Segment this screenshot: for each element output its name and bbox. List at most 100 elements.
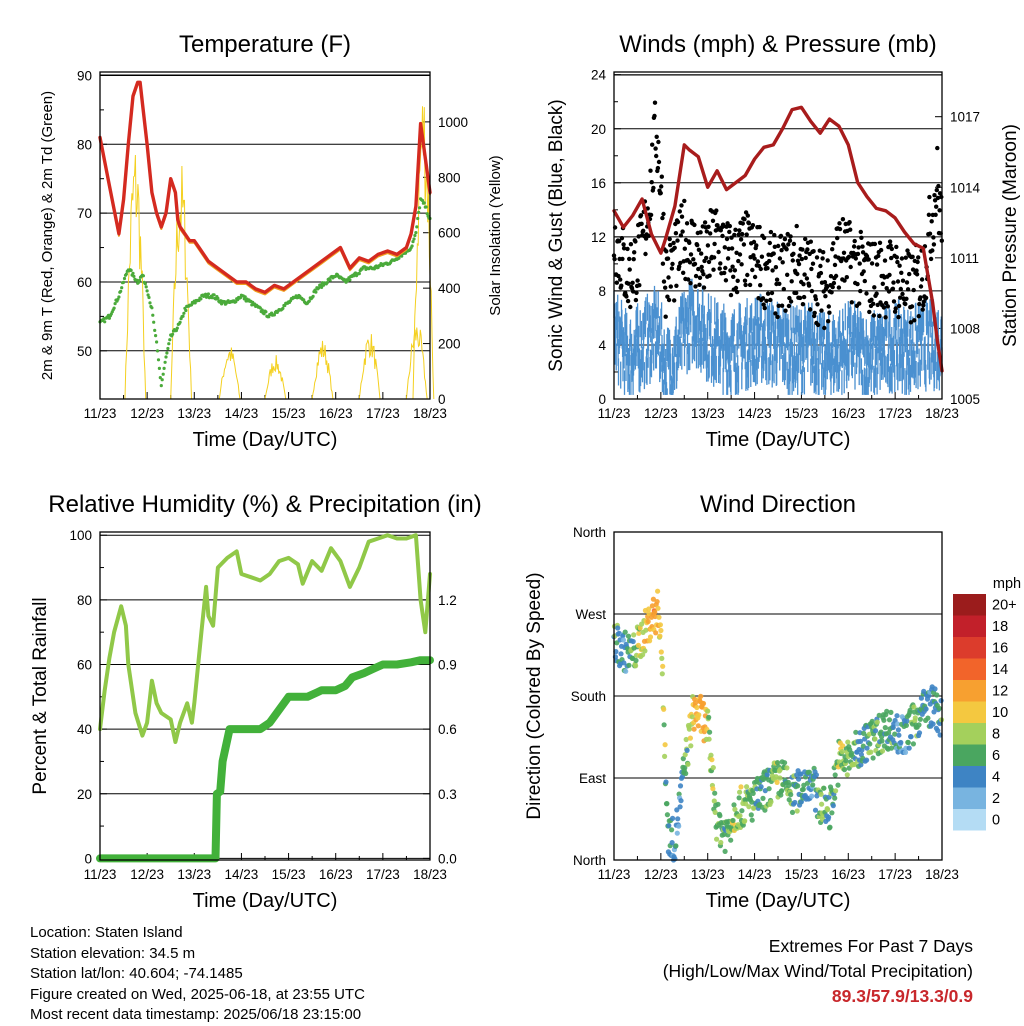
colorbar-title: mph: [993, 576, 1021, 592]
direction-point: [633, 663, 639, 669]
gust-point: [682, 246, 687, 251]
dewpoint-point: [216, 296, 220, 300]
dewpoint-point: [122, 280, 126, 284]
gust-point: [852, 238, 857, 244]
direction-point: [647, 634, 654, 640]
gust-point: [728, 268, 733, 273]
direction-point: [676, 823, 682, 829]
gust-point: [888, 243, 893, 248]
gust-point: [666, 297, 672, 303]
panel-title: Relative Humidity (%) & Precipitation (i…: [48, 491, 481, 518]
colorbar-label: 10: [992, 705, 1008, 721]
gust-point: [881, 305, 887, 310]
gust-point: [844, 275, 849, 280]
direction-point: [888, 745, 895, 751]
colorbar-label: 16: [992, 641, 1008, 657]
solar-peak: [264, 355, 287, 400]
colorbar-swatch: [953, 658, 986, 680]
gust-point: [826, 304, 831, 309]
gust-point: [778, 233, 784, 239]
colorbar-label: 0: [992, 813, 1000, 829]
gust-point: [616, 239, 622, 244]
plot-panel-temperature: Temperature (F) 11/23 12/23 13/23 14/23 15/23…: [39, 31, 504, 451]
gust-point: [734, 289, 740, 295]
gust-point: [737, 228, 742, 233]
gust-point: [882, 258, 888, 263]
direction-point: [662, 753, 668, 760]
gust-point: [833, 273, 839, 279]
gust-point: [877, 313, 882, 319]
gust-point: [895, 259, 900, 265]
gust-point: [809, 266, 814, 272]
direction-point: [768, 799, 774, 805]
dewpoint-point: [325, 281, 329, 285]
direction-point: [738, 784, 744, 790]
gust-point: [842, 278, 847, 283]
station-info: Location: Staten Island Station elevatio…: [30, 923, 365, 1026]
x-tick-label: 16/23: [319, 867, 353, 882]
gust-point: [658, 190, 663, 196]
gust-point: [897, 263, 902, 268]
direction-point: [679, 774, 686, 780]
gust-point: [791, 251, 796, 256]
gust-point: [698, 230, 703, 235]
direction-point: [812, 807, 819, 813]
direction-point: [888, 709, 894, 716]
gust-point: [831, 241, 836, 246]
gust-point: [663, 314, 668, 319]
direction-point: [895, 727, 902, 733]
direction-point: [858, 762, 864, 768]
gust-point: [851, 244, 857, 249]
gust-point: [680, 229, 685, 234]
x-tick-label: 14/23: [738, 406, 772, 421]
gust-point: [684, 221, 690, 226]
gust-point: [858, 229, 863, 235]
direction-point: [749, 817, 755, 823]
direction-point: [844, 772, 850, 778]
dewpoint-point: [410, 244, 414, 248]
gust-point: [848, 227, 853, 232]
dewpoint-point: [107, 316, 111, 320]
x-tick-label: 12/23: [130, 406, 164, 421]
direction-point: [722, 848, 728, 855]
gust-point: [666, 275, 671, 280]
gust-point: [750, 223, 756, 228]
gust-point: [693, 284, 698, 289]
gust-point: [918, 284, 924, 289]
gust-point: [710, 218, 716, 223]
direction-point: [659, 671, 665, 677]
gust-point: [880, 281, 885, 286]
direction-point: [826, 814, 832, 820]
gust-point: [937, 191, 943, 196]
dewpoint-point: [165, 351, 169, 355]
gust-point: [849, 300, 854, 305]
gust-point: [624, 294, 629, 299]
direction-point: [685, 761, 691, 767]
gust-point: [744, 232, 749, 237]
gust-point: [740, 231, 745, 237]
gust-point: [787, 295, 792, 301]
gust-point: [825, 258, 830, 263]
direction-point: [859, 747, 865, 753]
gust-point: [790, 258, 795, 263]
direction-point: [650, 596, 657, 602]
dewpoint-point: [132, 274, 136, 278]
gust-point: [745, 272, 750, 278]
gust-point: [801, 282, 806, 287]
direction-point: [898, 739, 904, 746]
gust-point: [898, 286, 903, 292]
plot-border: [613, 531, 943, 861]
gust-point: [797, 295, 803, 301]
gust-point: [659, 184, 664, 189]
gust-point: [861, 269, 866, 274]
direction-point: [764, 772, 770, 778]
direction-point: [621, 660, 627, 666]
gust-point: [848, 264, 853, 270]
direction-point: [659, 655, 665, 662]
extremes-subtitle: (High/Low/Max Wind/Total Precipitation): [662, 961, 973, 981]
dewpoint-point: [163, 360, 167, 364]
dewpoint-point: [422, 201, 426, 205]
gust-point: [616, 273, 621, 279]
direction-point: [689, 714, 695, 720]
gust-point: [918, 295, 923, 300]
